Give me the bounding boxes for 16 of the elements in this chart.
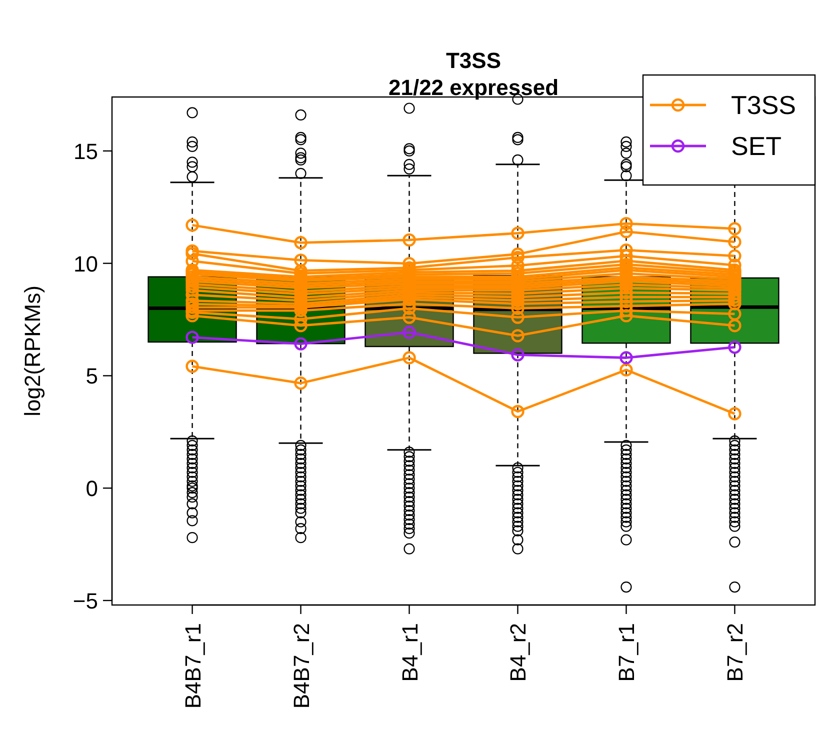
chart-title: T3SS: [446, 48, 502, 73]
x-tick-label: B4_r2: [506, 623, 531, 682]
y-tick-label: 0: [86, 476, 98, 502]
x-tick-label: B4B7_r2: [288, 623, 314, 709]
y-axis-title: log2(RPKMs): [20, 286, 45, 416]
x-tick-label: B4B7_r1: [180, 623, 206, 709]
y-tick-label: −5: [72, 588, 98, 614]
y-tick-label: 15: [74, 138, 98, 164]
legend-label: T3SS: [731, 90, 796, 120]
legend-label: SET: [731, 131, 782, 161]
x-tick-label: B7_r1: [614, 623, 640, 682]
chart-subtitle: 21/22 expressed: [388, 75, 559, 100]
y-tick-label: 10: [74, 251, 98, 276]
y-tick-label: 5: [86, 364, 98, 389]
x-tick-label: B4_r1: [397, 623, 422, 682]
x-tick-label: B7_r2: [722, 623, 748, 682]
